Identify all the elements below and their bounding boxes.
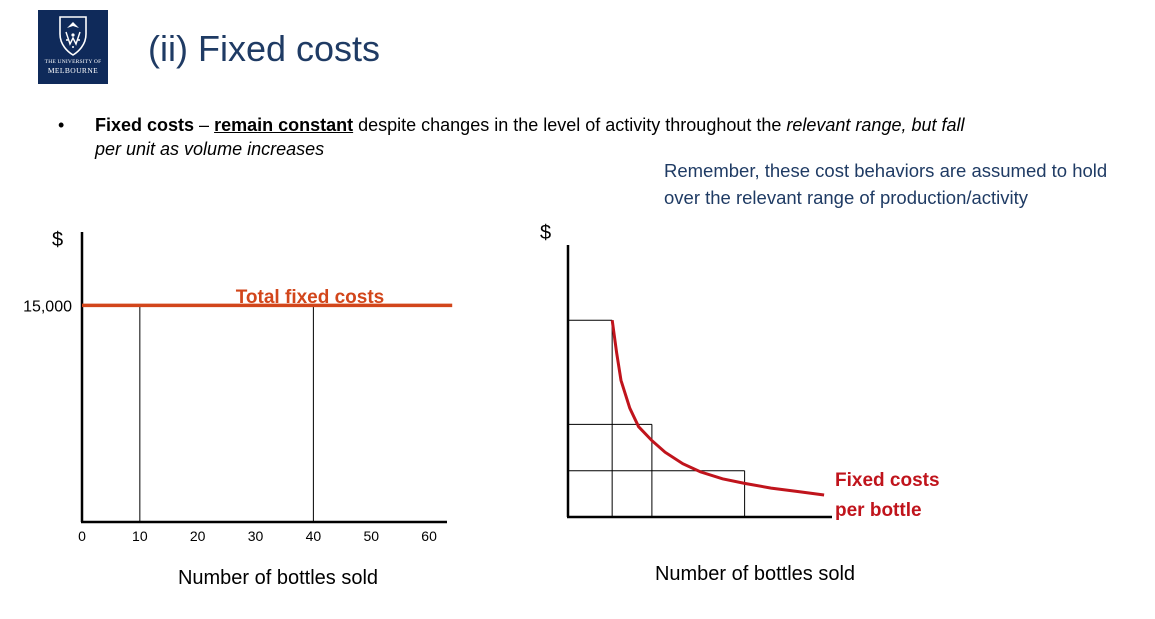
crest-icon xyxy=(59,16,87,56)
bullet-dash: – xyxy=(194,115,215,135)
bullet-dot-icon: • xyxy=(58,115,65,135)
page-title: (ii) Fixed costs xyxy=(148,28,381,69)
bullet-text-part1: despite changes in the level of activity… xyxy=(353,115,787,135)
logo-line-1: THE UNIVERSITY OF xyxy=(44,59,102,65)
left-y-tick-label: 15,000 xyxy=(23,298,72,315)
right-x-axis-label: Number of bottles sold xyxy=(655,563,855,585)
left-y-axis-label: $ xyxy=(52,229,63,251)
total-fixed-costs-chart: $ 15,000 0 10 20 30 40 50 60 Total fixed costs… xyxy=(23,229,453,589)
per-bottle-label-line-2: per bottle xyxy=(835,500,922,521)
bullet-term: Fixed costs xyxy=(95,115,195,135)
left-x-tick-label: 20 xyxy=(190,528,206,544)
left-x-tick-label: 0 xyxy=(78,528,86,544)
bullet-italic: relevant range, but fall per unit as vol… xyxy=(95,115,965,159)
total-fixed-costs-label: Total fixed costs xyxy=(236,287,385,308)
fixed-costs-per-bottle-chart: $ Fixed costs per bottle Number of bottl… xyxy=(540,222,940,585)
left-x-tick-label: 60 xyxy=(421,528,437,544)
bullet-point: • Fixed costs – remain constant despite … xyxy=(58,113,978,161)
bullet-text: Fixed costs – remain constant despite ch… xyxy=(95,113,978,161)
logo-line-2: MELBOURNE xyxy=(47,65,99,75)
left-x-tick-label: 30 xyxy=(248,528,264,544)
right-y-axis-label: $ xyxy=(540,222,551,244)
fixed-costs-per-bottle-curve xyxy=(610,319,825,497)
left-x-axis-label: Number of bottles sold xyxy=(178,567,378,589)
bullet-emphasis: remain constant xyxy=(214,115,354,135)
left-x-tick-label: 10 xyxy=(132,528,148,544)
per-bottle-label-line-1: Fixed costs xyxy=(835,470,940,491)
university-logo: THE UNIVERSITY OF MELBOURNE xyxy=(38,10,108,84)
left-x-tick-label: 40 xyxy=(306,528,322,544)
left-x-tick-label: 50 xyxy=(363,528,379,544)
relevant-range-note: Remember, these cost behaviors are assum… xyxy=(664,160,1108,208)
